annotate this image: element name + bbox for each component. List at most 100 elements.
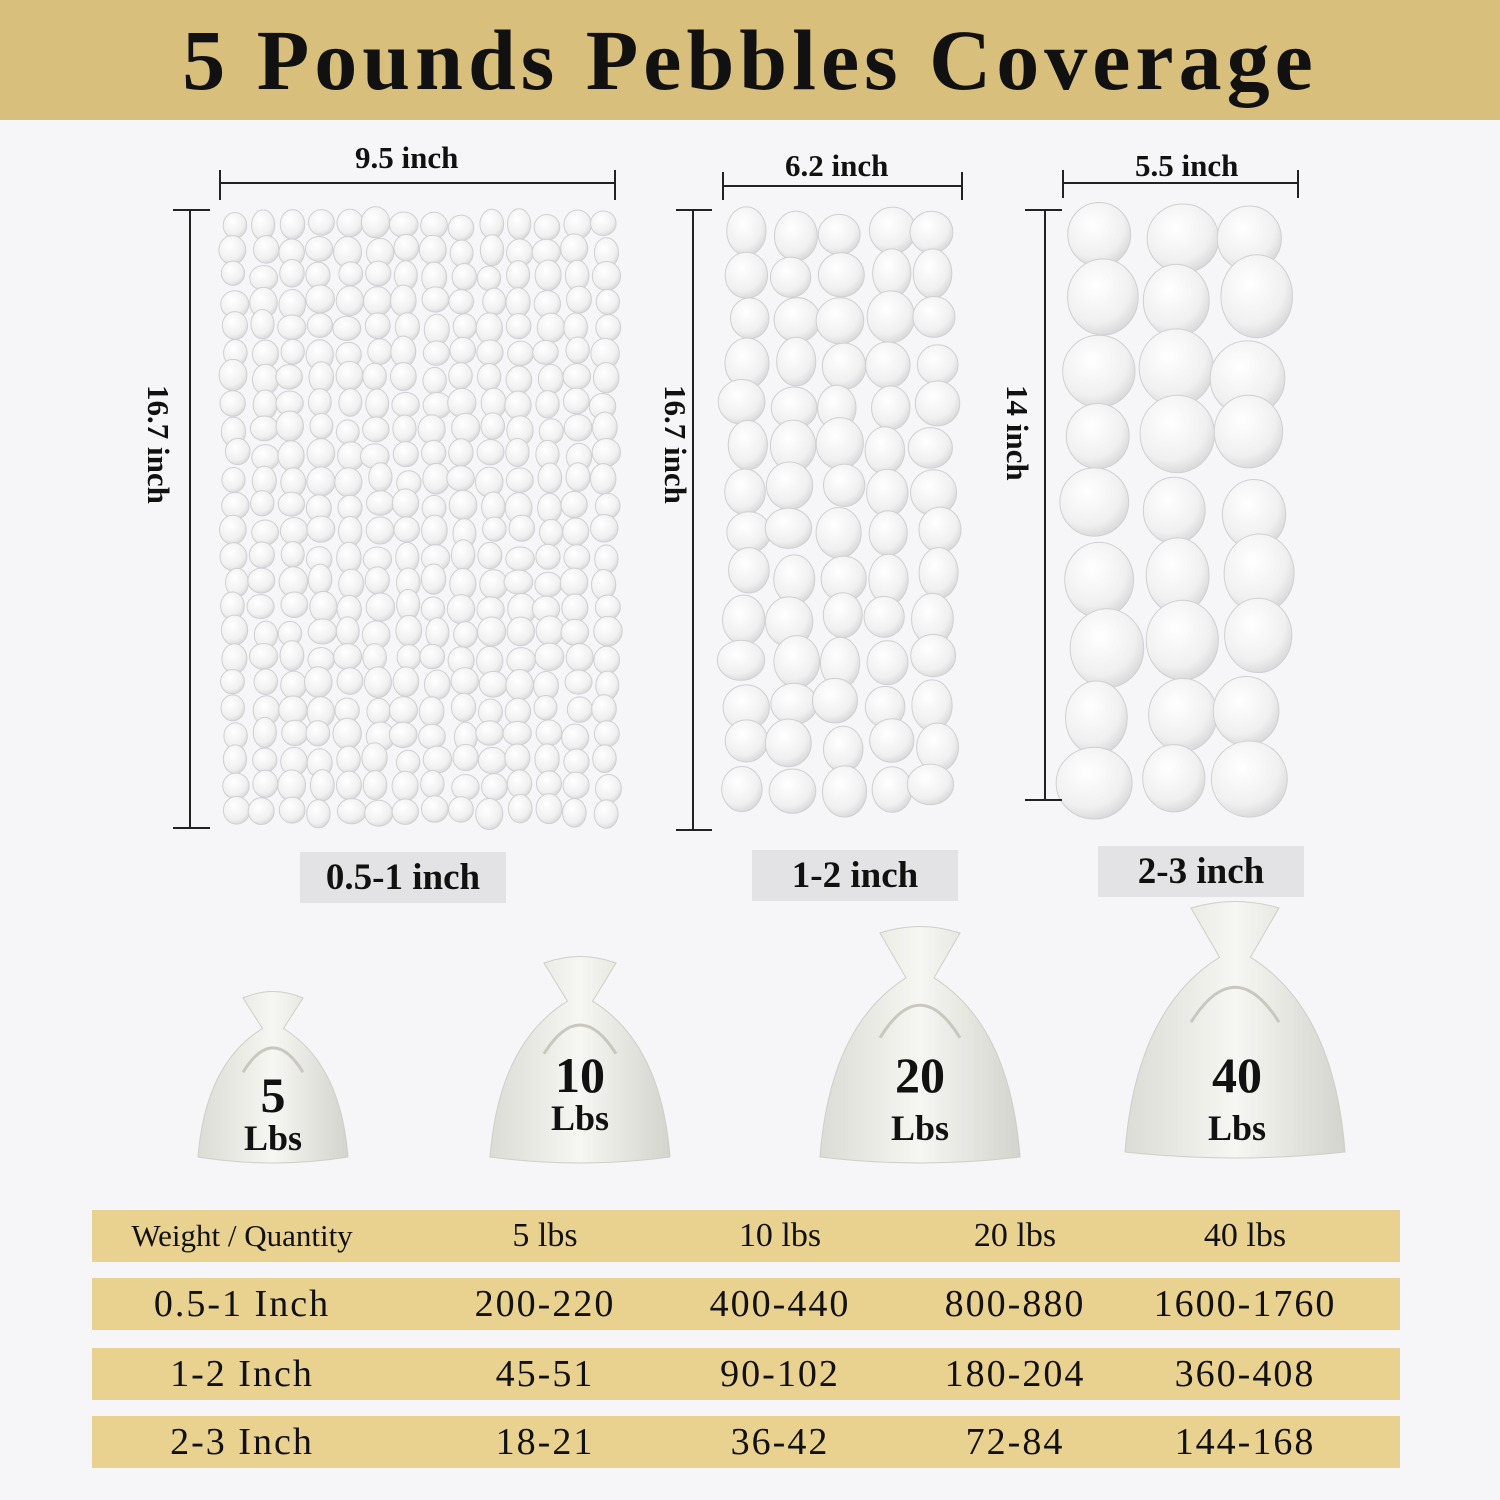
pebble [562, 771, 590, 800]
pebble [279, 259, 305, 288]
table-header-row: Weight / Quantity 5 lbs 10 lbs 20 lbs 40… [92, 1210, 1400, 1262]
pebble [478, 670, 508, 698]
pebble [907, 427, 953, 469]
pebble [451, 412, 481, 443]
pebble [535, 615, 565, 646]
table-cell: 36-42 [730, 1421, 830, 1463]
pebble [866, 290, 915, 343]
pebble [395, 614, 423, 647]
bag-unit: Lbs [890, 1108, 950, 1148]
pebble [717, 379, 766, 425]
pebble [248, 642, 279, 670]
pebble [392, 441, 419, 468]
pebble [1220, 254, 1293, 339]
pebble [222, 772, 250, 800]
pebble [448, 362, 473, 390]
pebble [1213, 394, 1284, 469]
pebble [909, 210, 954, 254]
drawstring [1189, 985, 1281, 1023]
size-label-large: 2-3 inch [1098, 846, 1304, 897]
pebble [338, 388, 363, 417]
pebble [335, 616, 360, 647]
pebble [562, 363, 592, 390]
height-label-1: 16.7 inch [141, 385, 176, 504]
drawstring [878, 1003, 962, 1039]
pebble [279, 517, 309, 546]
size-label-small: 0.5-1 inch [300, 852, 506, 903]
pebble [507, 793, 533, 824]
pebble [335, 285, 365, 317]
pebble [448, 438, 474, 467]
bag-label-20: 20 Lbs [891, 1050, 949, 1146]
pebble [918, 506, 962, 553]
pebble [866, 468, 909, 517]
pebble [279, 209, 306, 240]
table-cell: 400-440 [709, 1283, 851, 1325]
pebble [502, 720, 532, 746]
pebble [727, 419, 768, 471]
pebble [722, 594, 766, 646]
pebble [594, 544, 619, 574]
pebble [563, 414, 593, 442]
pebble [1148, 677, 1218, 752]
pebble [776, 336, 817, 387]
pebble [590, 463, 617, 495]
pebble [396, 644, 422, 671]
table-cell: 0.5-1 Inch [153, 1283, 331, 1325]
pebble [1146, 203, 1220, 274]
pebble [422, 462, 451, 495]
pebble [422, 391, 452, 419]
pebble-panel-3 [1055, 201, 1295, 820]
pebble [450, 539, 476, 571]
pebble [593, 615, 623, 647]
pebble [335, 770, 362, 801]
pebble [866, 640, 909, 686]
pebble [252, 747, 278, 773]
pebble [280, 591, 309, 619]
pebble [482, 287, 507, 316]
pebble [367, 338, 393, 365]
bag-label-5: 5 Lbs [244, 1070, 302, 1156]
pebble [391, 770, 419, 802]
pebble [872, 248, 912, 299]
pebble [451, 263, 478, 291]
pebble [561, 723, 590, 752]
pebble [912, 296, 956, 338]
pebble [868, 510, 908, 557]
pebble [219, 542, 248, 572]
bag-unit: Lbs [1207, 1108, 1267, 1148]
pebble [595, 773, 622, 804]
table-cell: 180-204 [944, 1353, 1086, 1395]
pebble [1064, 541, 1135, 618]
pebble [534, 642, 565, 672]
pebble [280, 670, 308, 700]
pebble [566, 696, 593, 723]
table-header-cell: 20 lbs [973, 1217, 1057, 1254]
pebble [537, 363, 564, 395]
pebble [871, 385, 911, 431]
pebble [591, 694, 617, 724]
pebble [593, 799, 619, 829]
pebble [306, 312, 333, 338]
pebble [535, 390, 560, 419]
pebble [726, 206, 767, 256]
pebble [419, 643, 446, 670]
pebble [418, 696, 445, 727]
pebble [338, 568, 365, 600]
table-cell: 90-102 [720, 1353, 840, 1395]
pebble [724, 719, 769, 763]
width-label-3: 5.5 inch [1135, 148, 1239, 183]
pebble [916, 722, 959, 772]
pebble [420, 769, 445, 798]
pebble [476, 438, 505, 466]
pebble [253, 235, 280, 264]
pebble [822, 463, 866, 507]
pebble [306, 438, 336, 469]
table-cell: 1600-1760 [1153, 1283, 1337, 1325]
pebble [362, 362, 387, 391]
height-label-2: 16.7 inch [658, 385, 693, 504]
pebble [729, 297, 770, 340]
pebble [417, 414, 446, 445]
pebble [1224, 597, 1293, 674]
pebble [278, 796, 306, 824]
